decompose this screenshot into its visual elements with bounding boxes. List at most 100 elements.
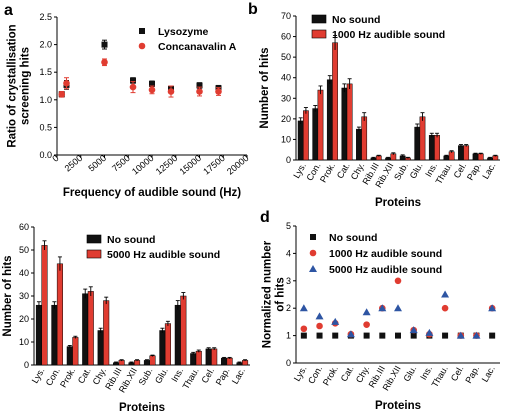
x-tick-label: Prok. — [318, 161, 337, 184]
data-point — [442, 332, 449, 339]
data-point — [363, 321, 370, 328]
data-point — [215, 88, 222, 95]
x-tick-label: 10000 — [130, 153, 156, 177]
x-tick-label: Prok. — [321, 364, 340, 387]
y-tick-label: 40 — [281, 73, 291, 83]
data-point — [149, 80, 155, 87]
y-tick-label: 0.5 — [39, 122, 52, 132]
y-tick-label: 2.5 — [39, 12, 52, 22]
bar — [159, 330, 166, 366]
bar — [414, 126, 421, 161]
data-point — [331, 317, 340, 325]
bar — [472, 153, 479, 161]
bar — [428, 135, 435, 161]
bar — [326, 79, 333, 161]
data-point — [346, 330, 355, 338]
y-tick-label: 0.0 — [39, 150, 52, 160]
data-point — [488, 304, 497, 312]
legend-label: 1000 Hz audible sound — [329, 248, 442, 260]
y-tick-label: 50 — [281, 52, 291, 62]
bar — [341, 87, 348, 161]
bar — [82, 293, 89, 366]
bar — [458, 145, 464, 161]
data-point — [315, 312, 324, 320]
x-tick-label: Lac. — [480, 364, 497, 384]
x-tick-label: Prok. — [58, 366, 77, 389]
bar — [87, 291, 94, 366]
y-axis-title: Number of hits — [2, 255, 14, 336]
x-tick-label: 20000 — [225, 153, 251, 177]
y-tick-label: 1.5 — [39, 67, 52, 77]
data-point — [378, 304, 387, 312]
y-axis-title: Normalized number — [262, 240, 274, 348]
bar — [463, 145, 470, 161]
bar — [190, 353, 197, 366]
legend-label: Concanavalin A — [158, 41, 237, 53]
bar — [205, 348, 212, 366]
y-tick-label: 10 — [19, 337, 29, 347]
x-tick-label: Sub. — [137, 366, 155, 387]
data-point — [129, 83, 137, 91]
x-tick-label: Pap. — [463, 364, 481, 385]
x-tick-label: 17500 — [201, 153, 227, 177]
data-point — [196, 82, 203, 89]
x-axis-title: Proteins — [375, 197, 421, 209]
bar — [332, 42, 338, 161]
legend-label: No sound — [329, 232, 377, 244]
bar — [72, 337, 79, 366]
data-point — [316, 332, 323, 339]
data-point — [299, 304, 308, 312]
data-point — [395, 332, 401, 339]
panel-label-b: b — [248, 1, 258, 18]
data-point — [394, 277, 402, 285]
x-tick-label: 12500 — [154, 153, 180, 177]
panel-a: a 0.0 0.5 1.0 1.5 2.0 2.5 Ratio of crystallisat… — [4, 2, 251, 199]
data-point — [148, 86, 156, 94]
legend-swatch — [311, 14, 327, 24]
legend-label: No sound — [107, 234, 155, 246]
y-tick-label: 2.0 — [39, 40, 52, 50]
bar — [180, 295, 187, 366]
legend-marker — [138, 42, 146, 50]
x-tick-label: Thau. — [430, 364, 450, 389]
x-tick-label: Thau. — [181, 366, 201, 391]
legend-marker — [309, 249, 317, 257]
bar — [174, 304, 181, 366]
y-axis-title: screening hits — [20, 47, 32, 125]
y-tick-label: 1 — [286, 331, 291, 341]
data-point — [63, 79, 70, 87]
data-point — [130, 77, 136, 84]
y-tick-label: 3 — [286, 276, 291, 286]
bar — [35, 304, 42, 366]
x-tick-label: Glu. — [402, 364, 419, 383]
legend-label: 1000 Hz audible sound — [332, 29, 445, 41]
bar — [303, 110, 309, 161]
data-point — [316, 322, 323, 330]
x-tick-label: Glu. — [408, 161, 425, 180]
bar — [477, 153, 484, 161]
y-tick-label: 0 — [286, 155, 291, 165]
bar — [66, 346, 73, 366]
y-tick-label: 20 — [19, 314, 29, 324]
x-axis-title: Proteins — [375, 400, 421, 412]
data-point — [456, 331, 465, 339]
bar — [346, 83, 353, 161]
bar — [356, 128, 362, 161]
bar — [361, 116, 368, 161]
data-point — [441, 290, 450, 298]
y-axis-title: of hits — [275, 277, 287, 312]
y-axis-title: Ratio of crystallisation — [7, 24, 19, 147]
bar — [211, 348, 218, 366]
data-point — [410, 332, 417, 339]
data-point — [362, 308, 371, 316]
legend-label: Lysozyme — [158, 26, 209, 38]
data-point — [379, 332, 386, 339]
legend-swatch — [86, 234, 102, 244]
data-point — [101, 58, 108, 66]
legend-label: 5000 Hz audible sound — [107, 249, 220, 261]
bar — [221, 357, 228, 366]
y-tick-label: 5 — [286, 221, 291, 231]
bar — [149, 355, 156, 366]
